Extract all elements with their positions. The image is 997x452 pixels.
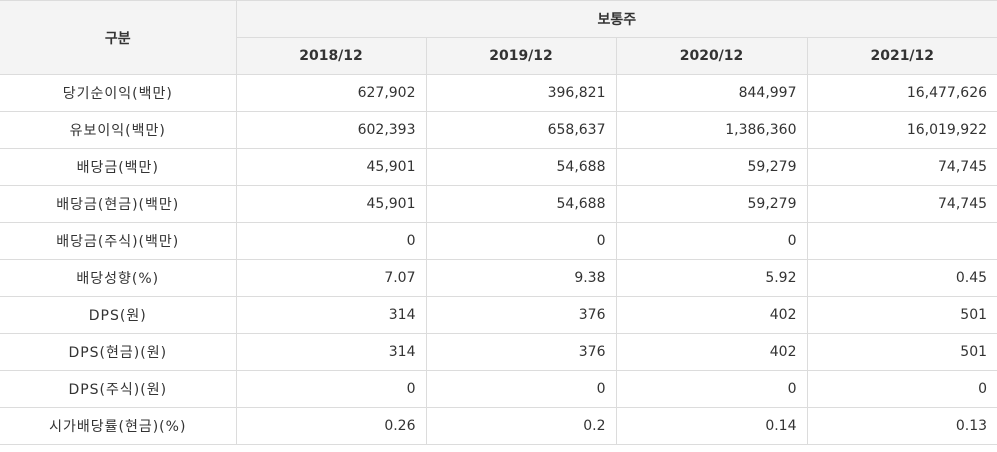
cell-value: 59,279 [615,185,808,223]
year-header: 2018/12 [236,37,427,75]
cell-value: 0 [806,370,997,408]
table-row: 배당금(현금)(백만) 45,901 54,688 59,279 74,745 [0,185,997,223]
cell-value: 0.14 [615,407,808,445]
cell-value: 45,901 [235,148,427,186]
table-body: 당기순이익(백만) 627,902 396,821 844,997 16,477… [0,74,997,445]
cell-value: 501 [806,333,997,371]
table-row: 배당금(백만) 45,901 54,688 59,279 74,745 [0,148,997,186]
corner-header: 구분 [0,0,237,75]
cell-value: 74,745 [806,185,997,223]
cell-value [806,222,997,260]
cell-value: 1,386,360 [615,111,808,149]
row-label: 유보이익(백만) [0,111,237,149]
table-row: DPS(주식)(원) 0 0 0 0 [0,370,997,408]
cell-value: 376 [425,333,617,371]
table-row: 배당금(주식)(백만) 0 0 0 [0,222,997,260]
row-label: DPS(원) [0,296,237,334]
row-label: 배당금(현금)(백만) [0,185,237,223]
cell-value: 0 [235,370,427,408]
year-header: 2020/12 [615,37,808,75]
row-label: DPS(현금)(원) [0,333,237,371]
cell-value: 0 [615,222,808,260]
row-label: 당기순이익(백만) [0,74,237,112]
cell-value: 844,997 [615,74,808,112]
cell-value: 59,279 [615,148,808,186]
cell-value: 376 [425,296,617,334]
row-label: 배당성향(%) [0,259,237,297]
table-row: 시가배당률(현금)(%) 0.26 0.2 0.14 0.13 [0,407,997,445]
cell-value: 54,688 [425,185,617,223]
cell-value: 627,902 [235,74,427,112]
cell-value: 0 [425,370,617,408]
table-row: DPS(현금)(원) 314 376 402 501 [0,333,997,371]
cell-value: 0.2 [425,407,617,445]
table-header: 구분 보통주 2018/12 2019/12 2020/12 2021/12 [0,0,997,75]
cell-value: 9.38 [425,259,617,297]
cell-value: 0.13 [806,407,997,445]
cell-value: 602,393 [235,111,427,149]
cell-value: 402 [615,296,808,334]
cell-value: 314 [235,333,427,371]
cell-value: 0 [615,370,808,408]
table-row: 당기순이익(백만) 627,902 396,821 844,997 16,477… [0,74,997,112]
table-row: 배당성향(%) 7.07 9.38 5.92 0.45 [0,259,997,297]
cell-value: 16,019,922 [806,111,997,149]
cell-value: 396,821 [425,74,617,112]
cell-value: 0 [425,222,617,260]
row-label: 배당금(백만) [0,148,237,186]
cell-value: 402 [615,333,808,371]
cell-value: 5.92 [615,259,808,297]
year-header: 2019/12 [425,37,617,75]
cell-value: 0.26 [235,407,427,445]
table-row: DPS(원) 314 376 402 501 [0,296,997,334]
year-header: 2021/12 [806,37,997,75]
cell-value: 54,688 [425,148,617,186]
cell-value: 0 [235,222,427,260]
table-row: 유보이익(백만) 602,393 658,637 1,386,360 16,01… [0,111,997,149]
header-row-group: 구분 보통주 [0,0,997,75]
cell-value: 501 [806,296,997,334]
cell-value: 7.07 [235,259,427,297]
cell-value: 74,745 [806,148,997,186]
group-header: 보통주 [235,0,997,38]
cell-value: 0.45 [806,259,997,297]
cell-value: 45,901 [235,185,427,223]
row-label: 배당금(주식)(백만) [0,222,237,260]
row-label: DPS(주식)(원) [0,370,237,408]
row-label: 시가배당률(현금)(%) [0,407,237,445]
cell-value: 658,637 [425,111,617,149]
cell-value: 314 [235,296,427,334]
cell-value: 16,477,626 [806,74,997,112]
